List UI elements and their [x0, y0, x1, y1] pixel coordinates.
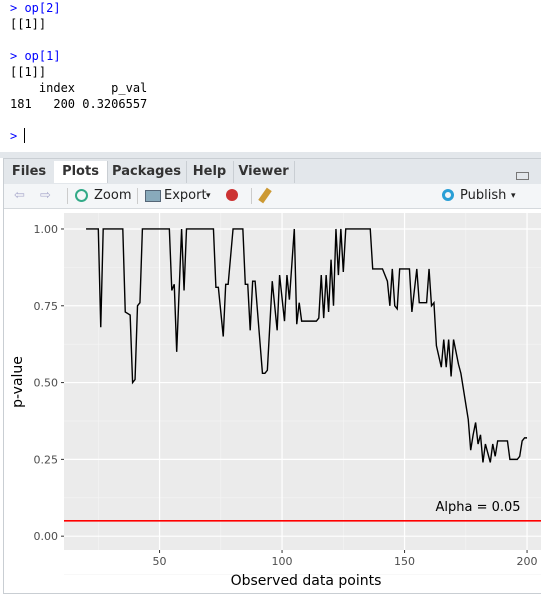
zoom-icon — [75, 189, 88, 202]
toolbar: ⇦ ⇨ Zoom Export ▾ Publish ▾ — [4, 184, 541, 209]
console-prompt: > — [10, 129, 18, 143]
publish-icon — [442, 189, 454, 201]
cursor — [24, 128, 25, 143]
zoom-button[interactable]: Zoom — [94, 188, 132, 203]
tab[interactable]: Packages — [107, 161, 187, 183]
y-tick-label: 0.25 — [34, 453, 59, 466]
plot: 0.00 0.25 0.50 0.75 1.00 50 100 150 200 Alpha = 0… — [10, 213, 541, 589]
x-tick-label: 100 — [272, 555, 293, 568]
console-line: [[1]] — [10, 65, 47, 79]
tab-bar: Files Plots Packages Help Viewer — [4, 159, 541, 185]
y-tick-label: 1.00 — [34, 223, 59, 236]
separator — [251, 188, 252, 204]
x-tick-label: 50 — [153, 555, 167, 568]
console-line: index p_val — [10, 81, 148, 95]
publish-button[interactable]: Publish — [460, 188, 507, 203]
tab[interactable]: Help — [186, 161, 234, 183]
console-line: > op[1] — [10, 49, 61, 63]
separator — [67, 188, 68, 204]
broom-icon[interactable] — [258, 187, 272, 204]
y-axis-label: p-value — [10, 356, 26, 408]
minimize[interactable] — [516, 172, 529, 180]
y-tick-label: 0.75 — [34, 300, 59, 313]
dropdown: ▾ — [206, 191, 211, 201]
x-tick-label: 150 — [394, 555, 415, 568]
tab[interactable]: Viewer — [233, 161, 295, 183]
tab[interactable]: Plots — [54, 161, 108, 183]
forward-arrow[interactable]: ⇨ — [40, 188, 51, 203]
dropdown: ▾ — [511, 191, 516, 201]
console-line: > op[2] — [10, 1, 61, 15]
y-tick-label: 0.00 — [34, 530, 59, 543]
data-line — [86, 228, 528, 463]
back-arrow[interactable]: ⇦ — [14, 188, 25, 203]
separator — [137, 188, 138, 204]
clear-icon[interactable] — [226, 189, 238, 201]
export-icon — [145, 190, 161, 202]
splitter — [0, 152, 541, 158]
alpha-label: Alpha = 0.05 — [436, 500, 521, 515]
viewer-pane: Files Plots Packages Help Viewer ⇦ ⇨ Zoo… — [3, 158, 541, 594]
console-line: [[1]] — [10, 17, 47, 31]
console-line: 181 200 0.3206557 — [10, 97, 148, 111]
tab[interactable]: Files — [4, 161, 55, 183]
export-button[interactable]: Export — [164, 188, 207, 203]
x-axis-label: Observed data points — [231, 573, 382, 589]
x-tick-label: 200 — [517, 555, 538, 568]
y-tick-label: 0.50 — [34, 377, 59, 390]
